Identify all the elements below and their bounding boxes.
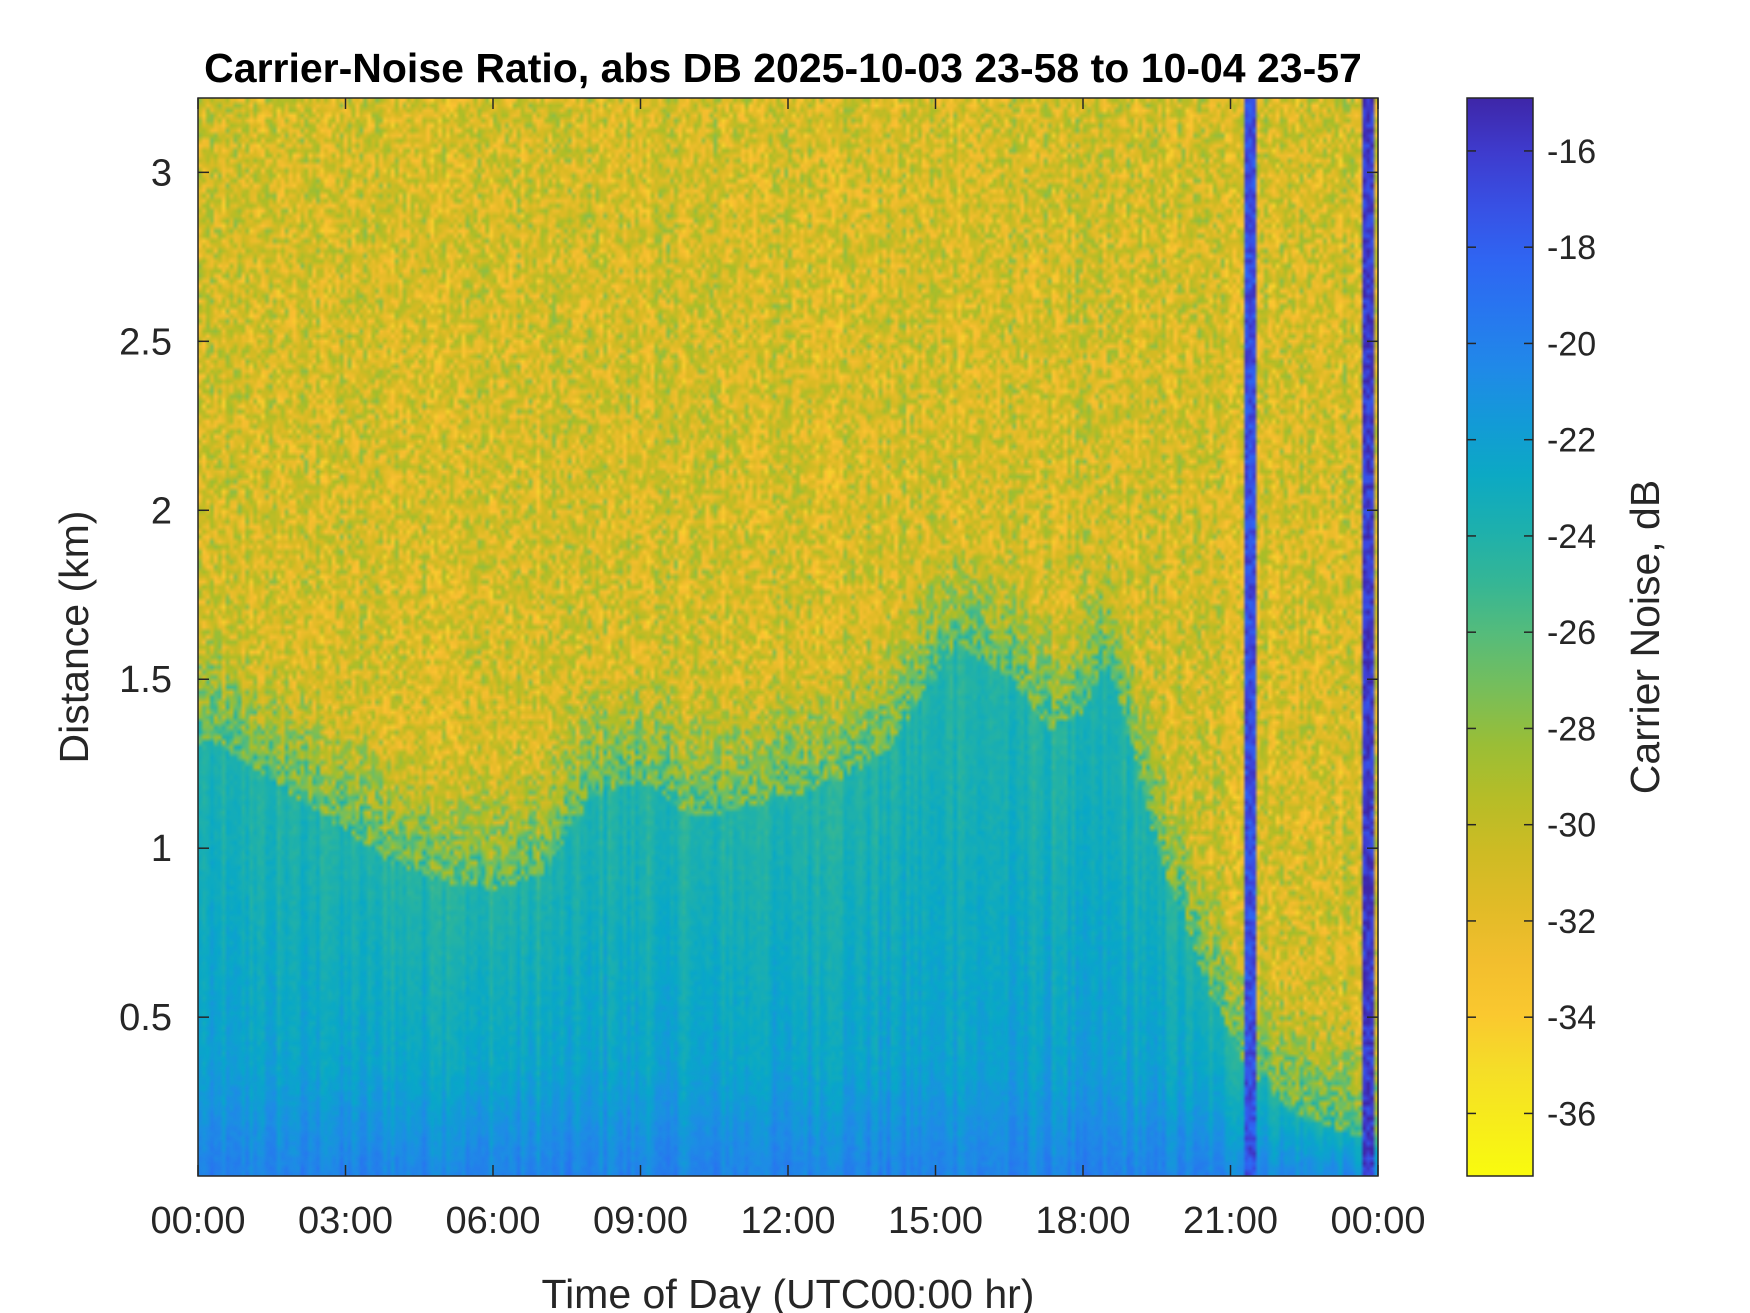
- colorbar: [1466, 97, 1534, 1177]
- colorbar-tick-label: -30: [1547, 807, 1596, 845]
- colorbar-tick-label: -18: [1547, 229, 1596, 267]
- x-tick-label: 09:00: [593, 1200, 688, 1242]
- x-tick-label: 03:00: [298, 1200, 393, 1242]
- x-tick-label: 00:00: [1330, 1200, 1425, 1242]
- y-axis-label: Distance (km): [51, 511, 97, 764]
- x-axis-label: Time of Day (UTC00:00 hr): [542, 1271, 1035, 1313]
- y-tick-label: 1.5: [119, 659, 172, 701]
- x-tick-label: 00:00: [150, 1200, 245, 1242]
- colorbar-ticks: -16 -18 -20 -22 -24 -26 -28 -30 -32 -34 -36: [1467, 133, 1596, 1133]
- y-tick-label: 2: [151, 490, 172, 532]
- colorbar-tick-label: -34: [1547, 999, 1596, 1037]
- y-tick-label: 0.5: [119, 997, 172, 1039]
- y-tick-label: 2.5: [119, 321, 172, 363]
- y-tick-label: 3: [151, 152, 172, 194]
- colorbar-tick-label: -36: [1547, 1095, 1596, 1133]
- colorbar-tick-label: -24: [1547, 518, 1596, 556]
- x-tick-label: 12:00: [740, 1200, 835, 1242]
- x-axis: 00:00 03:00 06:00 09:00 12:00 15:00 18:00 21:00…: [150, 98, 1426, 1242]
- colorbar-tick-label: -26: [1547, 614, 1596, 652]
- x-tick-label: 06:00: [445, 1200, 540, 1242]
- colorbar-tick-label: -22: [1547, 422, 1596, 460]
- colorbar-tick-label: -28: [1547, 710, 1596, 748]
- x-tick-label: 21:00: [1183, 1200, 1278, 1242]
- x-tick-label: 15:00: [888, 1200, 983, 1242]
- y-axis: 0.5 1 1.5 2 2.5 3: [119, 152, 1378, 1039]
- x-tick-label: 18:00: [1035, 1200, 1130, 1242]
- colorbar-tick-label: -16: [1547, 133, 1596, 171]
- heatmap-image: [198, 98, 1378, 1176]
- y-tick-label: 1: [151, 828, 172, 870]
- colorbar-tick-label: -32: [1547, 903, 1596, 941]
- colorbar-tick-label: -20: [1547, 325, 1596, 363]
- chart-title: Carrier-Noise Ratio, abs DB 2025-10-03 2…: [204, 45, 1362, 91]
- colorbar-label: Carrier Noise, dB: [1622, 480, 1668, 794]
